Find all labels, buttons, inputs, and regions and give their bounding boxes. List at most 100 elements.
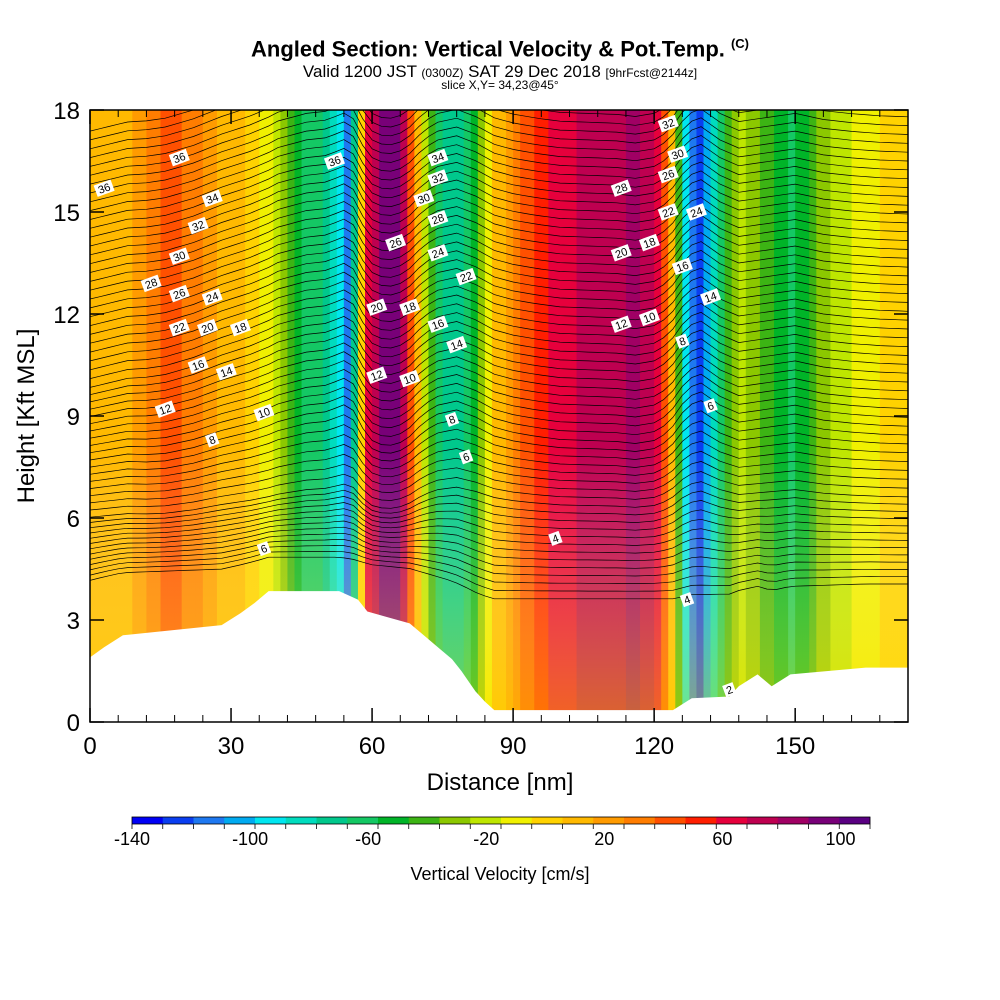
isentrope-label-text: 10	[402, 372, 418, 387]
isentrope-label: 36	[168, 148, 190, 167]
isentrope-label-bg	[187, 356, 209, 374]
isentrope-line	[90, 267, 908, 344]
isentrope-line	[90, 420, 908, 475]
isentrope-label: 10	[399, 369, 421, 388]
isentrope-line	[90, 373, 908, 439]
isentrope-label-bg	[548, 530, 563, 546]
isentrope-label: 28	[610, 179, 632, 197]
isentrope-label-text: 12	[614, 317, 630, 332]
isentrope-label-text: 30	[670, 147, 686, 162]
y-tick-label: 3	[67, 608, 80, 635]
isentrope-label: 20	[197, 318, 219, 337]
isentrope-label-text: 14	[219, 365, 235, 380]
isentrope-line	[90, 382, 908, 446]
y-tick-label: 12	[53, 302, 80, 329]
isentrope-line	[90, 161, 908, 238]
isentrope-line	[90, 143, 908, 220]
isentrope-label: 30	[413, 189, 435, 208]
isentrope-label-text: 8	[208, 434, 218, 447]
isentrope-line	[90, 520, 908, 554]
terrain-mask	[90, 591, 908, 722]
isentrope-label-text: 28	[144, 277, 160, 292]
isentrope-label-bg	[671, 257, 693, 276]
colorbar-swatch	[316, 817, 348, 824]
isentrope-label-text: 12	[369, 368, 385, 383]
isentrope-label-text: 6	[462, 451, 472, 464]
isentrope-label: 6	[256, 541, 272, 556]
isentrope-label-bg	[610, 315, 632, 333]
isentrope-label-bg	[427, 244, 449, 262]
isentrope-label-bg	[610, 244, 632, 262]
y-tick-label: 18	[53, 98, 80, 125]
isentrope-label: 26	[657, 165, 679, 184]
isentrope-line	[90, 110, 908, 167]
isentrope-label-bg	[675, 333, 690, 349]
isentrope-label: 28	[427, 210, 449, 228]
isentrope-label-bg	[168, 148, 190, 167]
colorbar-tick-label: -140	[114, 829, 150, 849]
colorbar-swatch	[501, 817, 533, 824]
colorbar-swatch	[808, 817, 840, 824]
isentrope-label: 20	[366, 298, 388, 316]
isentrope-line	[90, 276, 908, 353]
isentrope-label-text: 34	[205, 192, 221, 207]
colorbar-tick-label: 60	[712, 829, 732, 849]
isentrope-label-bg	[427, 148, 449, 167]
isentrope-label: 20	[610, 244, 632, 262]
colorbar-swatch	[747, 817, 779, 824]
colorbar-swatch	[562, 817, 594, 824]
isentrope-line	[90, 410, 908, 468]
colorbar-swatch	[685, 817, 717, 824]
isentrope-line	[90, 461, 908, 504]
isentrope-label-bg	[427, 169, 449, 187]
isentrope-label-text: 24	[689, 205, 705, 220]
isentrope-label-bg	[201, 288, 223, 306]
colorbar-swatch	[624, 817, 656, 824]
isentrope-label: 36	[93, 179, 115, 197]
isentrope-label: 6	[458, 449, 474, 464]
isentrope-label: 18	[638, 233, 660, 252]
isentrope-label-bg	[427, 315, 449, 333]
isentrope-label: 4	[548, 530, 563, 546]
isentrope-label-bg	[444, 411, 460, 427]
y-tick-label: 15	[53, 200, 80, 227]
isentrope-label-bg	[205, 432, 220, 448]
isentrope-label-bg	[201, 189, 223, 208]
valid-zulu: (0300Z)	[421, 66, 464, 80]
isentrope-label-text: 10	[256, 406, 272, 421]
isentrope-label-text: 28	[430, 212, 446, 227]
isentrope-line	[90, 126, 908, 203]
x-tick-label: 30	[218, 733, 245, 760]
colorbar-swatch	[378, 817, 410, 824]
isentrope-line	[90, 450, 908, 497]
isentrope-label: 22	[657, 203, 679, 221]
isentrope-label-bg	[215, 363, 237, 381]
colorbar-swatch	[193, 817, 225, 824]
isentrope-line	[90, 489, 908, 523]
isentrope-label-bg	[455, 267, 477, 286]
isentrope-line	[90, 338, 908, 410]
isentrope-label: 8	[205, 432, 220, 448]
y-tick-label: 0	[67, 710, 80, 737]
terrain	[90, 591, 908, 722]
isentrope-label: 6	[703, 398, 718, 413]
isentrope-line	[90, 400, 908, 461]
isentrope-label-text: 10	[642, 311, 658, 326]
colorbar-swatch	[654, 817, 686, 824]
isentrope-line	[90, 526, 908, 562]
isentrope-line	[90, 197, 908, 273]
isentrope-line	[90, 250, 908, 326]
isentrope-label-bg	[638, 233, 660, 252]
isentrope-label-bg	[399, 298, 421, 316]
isentrope-label: 32	[657, 114, 679, 133]
isentrope-line	[90, 545, 908, 584]
isentrope-line	[90, 241, 908, 318]
isentrope-label: 34	[427, 148, 449, 167]
isentrope-line	[90, 539, 908, 577]
isentrope-label-text: 32	[191, 219, 207, 234]
isentrope-label: 16	[671, 257, 693, 276]
isentrope-label-text: 22	[459, 270, 475, 285]
isentrope-label-bg	[366, 366, 388, 384]
